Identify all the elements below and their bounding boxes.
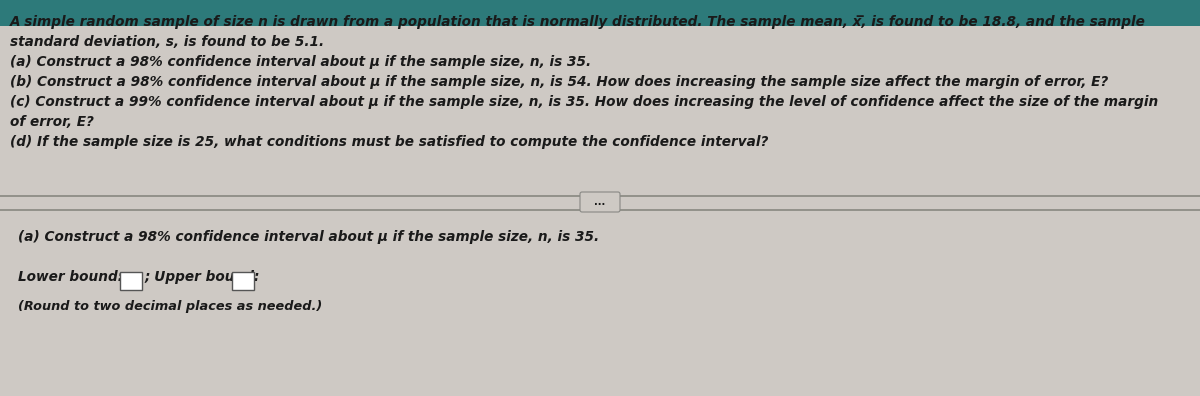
Text: A simple random sample of size n is drawn from a population that is normally dis: A simple random sample of size n is draw… <box>10 15 1146 29</box>
Text: (d) If the sample size is 25, what conditions must be satisfied to compute the c: (d) If the sample size is 25, what condi… <box>10 135 768 149</box>
Text: (b) Construct a 98% confidence interval about μ if the sample size, n, is 54. Ho: (b) Construct a 98% confidence interval … <box>10 75 1109 89</box>
Text: standard deviation, s, is found to be 5.1.: standard deviation, s, is found to be 5.… <box>10 35 324 49</box>
Bar <box>232 272 254 290</box>
Text: ...: ... <box>594 197 606 207</box>
Text: (a) Construct a 98% confidence interval about μ if the sample size, n, is 35.: (a) Construct a 98% confidence interval … <box>18 230 599 244</box>
Text: (a) Construct a 98% confidence interval about μ if the sample size, n, is 35.: (a) Construct a 98% confidence interval … <box>10 55 592 69</box>
Text: (Round to two decimal places as needed.): (Round to two decimal places as needed.) <box>18 300 323 313</box>
Text: (c) Construct a 99% confidence interval about μ if the sample size, n, is 35. Ho: (c) Construct a 99% confidence interval … <box>10 95 1158 109</box>
Bar <box>0 0 1200 26</box>
Text: of error, E?: of error, E? <box>10 115 94 129</box>
Text: ; Upper bound:: ; Upper bound: <box>144 270 259 284</box>
Bar <box>120 272 142 290</box>
Text: Lower bound:: Lower bound: <box>18 270 124 284</box>
FancyBboxPatch shape <box>580 192 620 212</box>
